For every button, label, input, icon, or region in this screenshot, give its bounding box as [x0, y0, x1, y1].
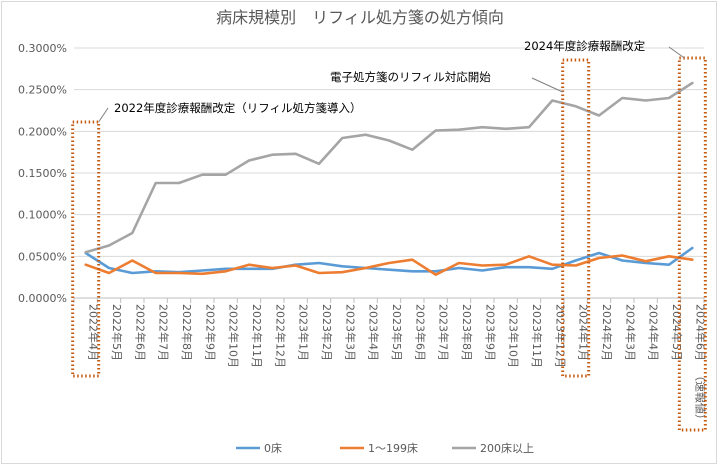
x-tick-note: （速報値）	[693, 370, 706, 425]
x-tick-label: 2023年12月	[553, 304, 567, 368]
highlight-box	[71, 120, 101, 378]
x-tick-label: 2023年7月	[437, 304, 451, 361]
legend-label: 200床以上	[480, 441, 534, 455]
annotation-text: 電子処方箋のリフィル対応開始	[330, 70, 491, 84]
annotation-text: 2024年度診療報酬改定	[524, 39, 646, 53]
x-tick-label: 2022年9月	[203, 304, 217, 361]
series-line	[84, 81, 694, 254]
x-tick-label: 2024年2月	[600, 304, 614, 361]
legend: 0床 1～199床 200床以上	[236, 441, 534, 455]
x-tick-label: 2022年8月	[180, 304, 194, 361]
x-tick-label: 2023年4月	[367, 304, 381, 361]
annotation-text: 2022年度診療報酬改定（リフィル処方箋導入）	[114, 101, 362, 115]
highlight-box	[677, 56, 707, 432]
x-tick-label: 2023年5月	[390, 304, 404, 361]
y-tick-label: 0.3000%	[18, 42, 67, 55]
series-lines	[84, 81, 694, 277]
series-line	[84, 246, 694, 275]
x-tick-label: 2022年7月	[157, 304, 171, 361]
x-tick-label: 2023年11月	[530, 304, 544, 368]
x-tick-label: 2023年10月	[507, 304, 521, 368]
x-tick-label: 2022年6月	[133, 304, 147, 361]
x-tick-label: 2023年8月	[460, 304, 474, 361]
chart-title: 病床規模別 リフィル処方箋の処方傾向	[216, 8, 504, 27]
legend-label: 1～199床	[368, 441, 418, 455]
x-tick-label: 2024年1月	[577, 304, 591, 361]
legend-label: 0床	[264, 441, 282, 455]
x-axis: 2022年4月 2022年5月 2022年6月 2022年7月 2022年8月 2022年…	[73, 297, 707, 425]
x-tick-label: 2023年6月	[413, 304, 427, 361]
x-tick-label: 2022年10月	[227, 304, 241, 368]
y-axis: 0.0000% 0.0500% 0.1000% 0.1500% 0.2000% 0.250…	[18, 42, 67, 305]
annotation-leader	[98, 107, 109, 123]
x-tick-label: 2022年4月	[87, 304, 101, 361]
highlight-boxes	[71, 56, 707, 432]
x-tick-label: 2023年9月	[483, 304, 497, 361]
annotation-leader	[668, 46, 685, 59]
x-tick-label: 2024年5月	[670, 304, 684, 361]
y-tick-label: 0.0000%	[18, 292, 67, 305]
y-tick-label: 0.1500%	[18, 167, 67, 180]
x-tick-label: 2023年1月	[297, 304, 311, 361]
y-tick-label: 0.2000%	[18, 125, 67, 138]
x-tick-label: 2022年5月	[110, 304, 124, 361]
x-tick-label: 2024年4月	[647, 304, 661, 361]
highlight-box	[561, 58, 591, 378]
gridlines	[74, 47, 704, 299]
y-tick-label: 0.0500%	[18, 250, 67, 263]
x-tick-label: 2022年12月	[273, 304, 287, 368]
annotation-leader	[531, 77, 563, 93]
x-tick-label: 2024年3月	[623, 304, 637, 361]
x-tick-label: 2022年11月	[250, 304, 264, 368]
y-tick-label: 0.2500%	[18, 84, 67, 97]
x-tick-label: 2024年6月	[693, 304, 707, 361]
x-tick-label: 2023年3月	[343, 304, 357, 361]
series-line	[84, 254, 694, 277]
y-tick-label: 0.1000%	[18, 209, 67, 222]
x-tick-label: 2023年2月	[320, 304, 334, 361]
annotations: 2022年度診療報酬改定（リフィル処方箋導入） 電子処方箋のリフィル対応開始 202…	[98, 39, 685, 123]
